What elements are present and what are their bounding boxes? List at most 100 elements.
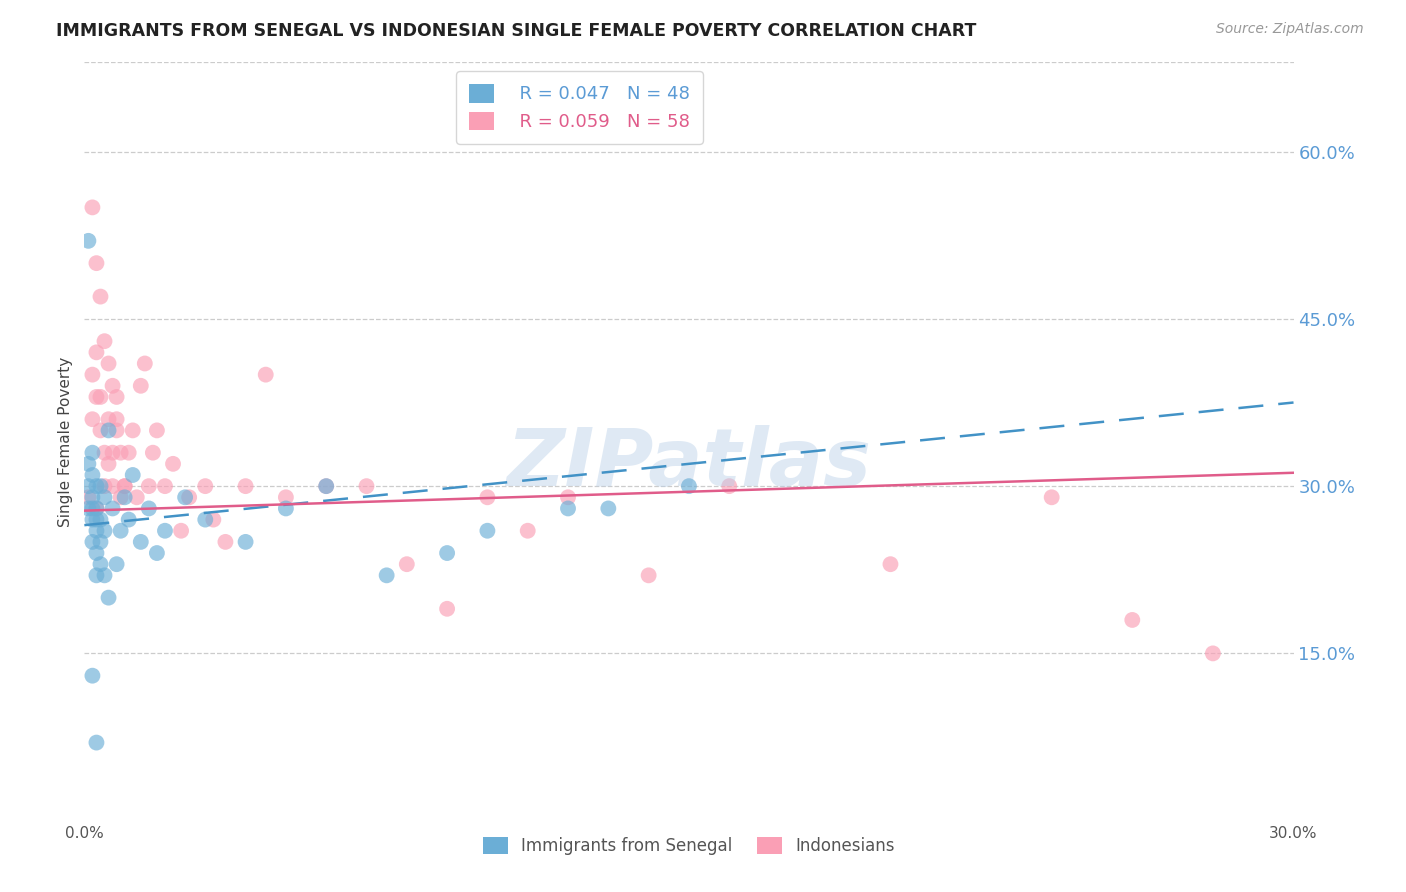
Point (82, 468, 104, 483)
Point (118, 512, 141, 526)
Point (93, 479, 115, 493)
Point (86, 479, 108, 493)
Point (436, 546, 458, 560)
Point (82, 412, 104, 426)
Point (105, 424, 128, 438)
Point (114, 479, 136, 493)
Point (375, 568, 398, 582)
Point (162, 457, 184, 471)
Point (315, 479, 337, 493)
Point (86, 256, 108, 270)
Point (170, 524, 193, 538)
Point (1121, 613, 1143, 627)
Legend: Immigrants from Senegal, Indonesians: Immigrants from Senegal, Indonesians (477, 830, 901, 862)
Point (477, 524, 499, 538)
Point (138, 479, 160, 493)
Point (97, 424, 120, 438)
Point (82, 512, 104, 526)
Text: ZIPatlas: ZIPatlas (506, 425, 872, 503)
Point (82, 201, 104, 215)
Point (93, 568, 115, 582)
Point (516, 524, 538, 538)
Point (202, 512, 225, 526)
Point (274, 491, 297, 505)
Point (101, 479, 124, 493)
Point (93, 491, 115, 505)
Point (174, 491, 197, 505)
Point (557, 501, 579, 516)
Point (1202, 646, 1225, 660)
Point (146, 424, 169, 438)
Y-axis label: Single Female Poverty: Single Female Poverty (58, 357, 73, 526)
Point (110, 446, 132, 460)
Point (89, 390, 111, 404)
Point (97, 412, 120, 426)
Point (179, 491, 201, 505)
Point (89, 479, 111, 493)
Point (1040, 491, 1063, 505)
Point (97, 457, 120, 471)
Point (105, 412, 128, 426)
Point (129, 378, 152, 392)
Point (142, 446, 165, 460)
Point (89, 289, 111, 303)
Point (82, 491, 104, 505)
Point (86, 546, 108, 560)
Point (678, 479, 700, 493)
Point (89, 424, 111, 438)
Point (86, 501, 108, 516)
Point (477, 491, 499, 505)
Point (86, 390, 108, 404)
Point (101, 378, 124, 392)
Point (82, 368, 104, 382)
Point (105, 390, 128, 404)
Point (114, 491, 136, 505)
Point (235, 535, 257, 549)
Point (86, 345, 108, 359)
Point (718, 479, 741, 493)
Point (105, 557, 128, 572)
Point (77, 457, 100, 471)
Point (395, 557, 418, 572)
Point (97, 591, 120, 605)
Point (77, 491, 100, 505)
Point (153, 524, 176, 538)
Point (356, 479, 378, 493)
Point (557, 491, 579, 505)
Point (86, 501, 108, 516)
Point (118, 446, 141, 460)
Point (235, 479, 257, 493)
Point (114, 479, 136, 493)
Point (134, 356, 156, 371)
Point (146, 546, 169, 560)
Point (93, 524, 115, 538)
Point (86, 568, 108, 582)
Point (121, 468, 143, 483)
Point (138, 501, 160, 516)
Point (89, 557, 111, 572)
Point (214, 535, 236, 549)
Text: IMMIGRANTS FROM SENEGAL VS INDONESIAN SINGLE FEMALE POVERTY CORRELATION CHART: IMMIGRANTS FROM SENEGAL VS INDONESIAN SI… (56, 22, 977, 40)
Point (194, 479, 217, 493)
Point (194, 512, 217, 526)
Point (879, 557, 901, 572)
Point (89, 512, 111, 526)
Point (637, 568, 659, 582)
Point (86, 512, 108, 526)
Point (110, 491, 132, 505)
Point (125, 491, 148, 505)
Point (86, 524, 108, 538)
Point (89, 535, 111, 549)
Point (101, 501, 124, 516)
Point (110, 524, 132, 538)
Point (254, 368, 277, 382)
Point (93, 334, 115, 349)
Point (97, 356, 120, 371)
Point (86, 735, 108, 749)
Point (315, 479, 337, 493)
Point (274, 501, 297, 516)
Point (598, 501, 620, 516)
Point (82, 535, 104, 549)
Text: Source: ZipAtlas.com: Source: ZipAtlas.com (1216, 22, 1364, 37)
Point (82, 501, 104, 516)
